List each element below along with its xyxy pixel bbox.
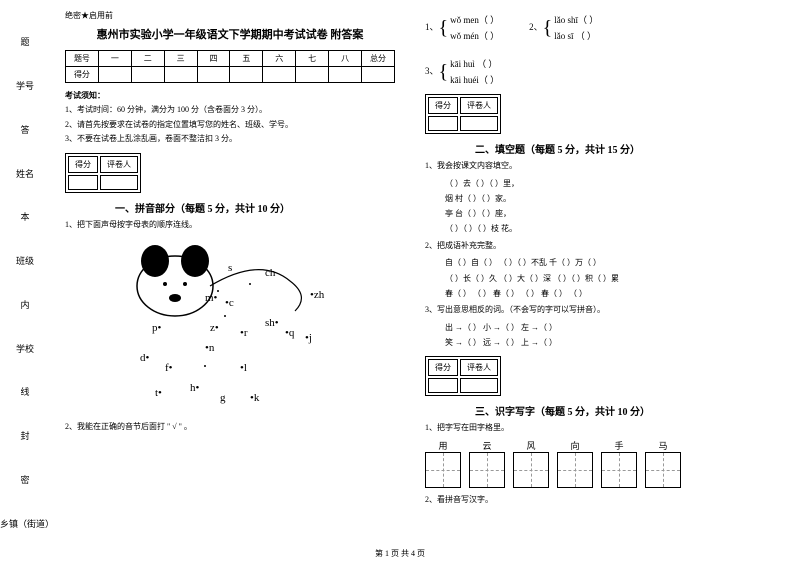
svg-text:•c: •c [225, 297, 234, 309]
margin-label: 班级 [16, 254, 34, 267]
q-r4: 1、把字写在田字格里。 [425, 422, 755, 435]
svg-text:d•: d• [140, 352, 150, 364]
q1-text: 1、把下面声母按字母表的顺序连线。 [65, 219, 395, 232]
svg-text:t•: t• [155, 387, 162, 399]
margin-dash: 本 [20, 210, 29, 223]
pinyin-item-3: 3、{kāi huì （ ）kāi huéi（ ） [425, 54, 755, 90]
svg-text:•r: •r [240, 327, 248, 339]
svg-text:f•: f• [165, 362, 173, 374]
instr-title: 考试须知： [65, 89, 395, 103]
q-r1: 1、我会按课文内容填空。 [425, 160, 755, 173]
fill-1: （ ）去（ ）（ ）里，烟 村（ ）（ ）家。亭 台（ ）（ ）座，（ ）（ ）… [425, 176, 755, 237]
grader-box: 得分评卷人 [65, 153, 141, 193]
svg-text:s: s [228, 262, 232, 274]
margin-dash: 内 [20, 298, 29, 311]
pinyin-item-2: 2、{lǎo shī（ ）lǎo sī （ ） [529, 10, 598, 46]
grader-box-2: 得分评卷人 [425, 94, 501, 134]
score-table: 题号一二三四五六七八总分 得分 [65, 50, 395, 83]
q-r2: 2、把成语补充完整。 [425, 240, 755, 253]
section-3-title: 三、识字写字（每题 5 分，共计 10 分） [475, 403, 755, 418]
svg-text:h•: h• [190, 382, 200, 394]
classification: 绝密★启用前 [65, 10, 395, 21]
svg-text:sh•: sh• [265, 317, 279, 329]
svg-text:z•: z• [210, 322, 219, 334]
exam-title: 惠州市实验小学一年级语文下学期期中考试试卷 附答案 [65, 26, 395, 42]
q-r3: 3、写出意思相反的词。（不会写的字可以写拼音）。 [425, 304, 755, 317]
svg-text:•j: •j [305, 332, 312, 344]
connect-dots-image: s ch •zh m• •c p• z• •r sh• •q •j •n d• … [110, 236, 350, 416]
instr-line: 2、请首先按要求在试卷的指定位置填写您的姓名、班级、学号。 [65, 118, 395, 132]
margin-label: 学校 [16, 342, 34, 355]
svg-text:p•: p• [152, 322, 162, 334]
margin-dash: 密 [20, 473, 29, 486]
pinyin-item-1: 1、{wǒ men（ ）wǒ mén（ ） [425, 10, 499, 46]
q2-text: 2、我能在正确的音节后面打 " √ " 。 [65, 421, 395, 434]
svg-text:m•: m• [205, 292, 218, 304]
svg-text:ch: ch [265, 267, 276, 279]
section-1-title: 一、拼音部分（每题 5 分，共计 10 分） [115, 200, 395, 215]
svg-text:g: g [220, 392, 226, 404]
q-r5: 2、看拼音写汉字。 [425, 494, 755, 507]
section-2-title: 二、填空题（每题 5 分，共计 15 分） [475, 141, 755, 156]
instr-line: 3、不要在试卷上乱涂乱画，卷面不整洁扣 3 分。 [65, 132, 395, 146]
margin-dash: 封 [20, 429, 29, 442]
svg-text:•zh: •zh [310, 289, 325, 301]
page-footer: 第 1 页 共 4 页 [0, 548, 800, 559]
svg-text:•q: •q [285, 327, 295, 339]
margin-dash: 答 [20, 123, 29, 136]
margin-label: 姓名 [16, 167, 34, 180]
fill-3: 出 →（ ） 小 →（ ） 左 →（ ）笑 →（ ） 远 →（ ） 上 →（ ） [425, 320, 755, 350]
margin-label: 乡镇（街道） [0, 517, 50, 530]
svg-text:•k: •k [250, 392, 260, 404]
margin-dash: 线 [20, 385, 29, 398]
margin-dash: 题 [20, 35, 29, 48]
grader-box-3: 得分评卷人 [425, 356, 501, 396]
char-row: 用 云 风 向 手 马 [425, 439, 755, 488]
margin-label: 学号 [16, 79, 34, 92]
fill-2: 自（ ）自（ ） （ ）（ ）不乱 千（ ）万（ ）（ ）长（ ）久 （ ）大（… [425, 255, 755, 301]
svg-text:•n: •n [205, 342, 215, 354]
svg-text:•l: •l [240, 362, 247, 374]
instr-line: 1、考试时间：60 分钟，满分为 100 分（含卷面分 3 分）。 [65, 103, 395, 117]
